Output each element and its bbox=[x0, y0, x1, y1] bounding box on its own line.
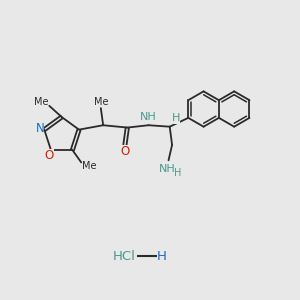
Text: N: N bbox=[35, 122, 44, 135]
Text: Me: Me bbox=[34, 97, 48, 107]
Text: O: O bbox=[120, 145, 130, 158]
Text: NH: NH bbox=[159, 164, 176, 173]
Text: H: H bbox=[174, 168, 182, 178]
Text: H: H bbox=[157, 250, 167, 262]
Text: NH: NH bbox=[140, 112, 157, 122]
Text: O: O bbox=[45, 149, 54, 162]
Text: HCl: HCl bbox=[112, 250, 135, 262]
Text: H: H bbox=[172, 113, 180, 123]
Text: Me: Me bbox=[94, 97, 108, 107]
Text: Me: Me bbox=[82, 161, 97, 171]
